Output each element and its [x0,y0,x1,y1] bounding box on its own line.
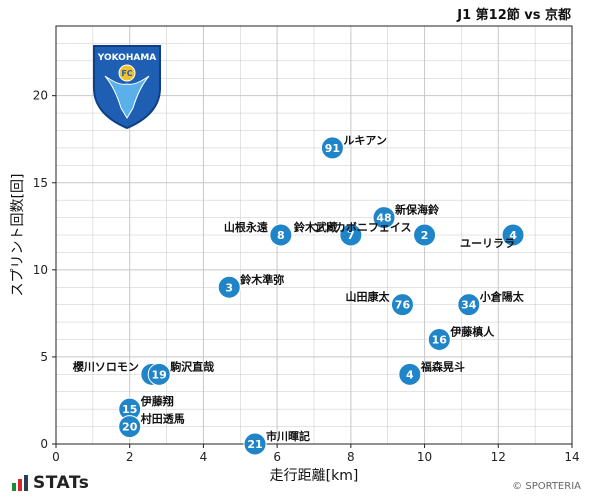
player-point: 8 山根永遠 [224,220,293,247]
player-point-marker [501,223,525,247]
y-tick-label: 10 [33,263,48,277]
player-point-marker [118,415,142,439]
player-point-marker [390,293,414,317]
chart-title: J1 第12節 vs 京都 [457,8,571,23]
team-logo-badge-text: FC [121,69,132,78]
player-number: 16 [432,334,448,347]
player-number: 4 [406,368,414,381]
tick-layer: 0 2 4 6 8 10 12 14 0 5 10 15 20 [33,89,580,464]
y-tick-label: 20 [33,89,48,103]
player-number: 34 [461,299,477,312]
player-number: 91 [325,142,340,155]
player-point: 3 鈴木準弥 [217,272,284,299]
player-number: 15 [122,403,137,416]
player-point-marker [339,223,363,247]
team-logo: YOKOHAMA FC [93,45,161,130]
x-tick-label: 6 [273,450,281,464]
y-tick-label: 5 [40,350,48,364]
player-name-label: 鈴木準弥 [240,272,284,286]
player-name-label: 駒沢直哉 [170,359,214,373]
player-point-marker [413,223,437,247]
stats-logo-text: STATs [33,473,90,493]
player-name-label: 鈴木武蔵 [294,220,338,234]
player-name-label: ンドカボニフェイス [313,220,412,234]
team-logo-badge [118,64,136,82]
x-tick-label: 14 [564,450,579,464]
player-name-label: 村田透馬 [141,412,185,426]
player-number: 8 [277,229,285,242]
player-name-label: 小倉陽太 [479,290,525,304]
y-tick-label: 15 [33,176,48,190]
player-point-marker [217,275,241,299]
player-number: 21 [247,438,262,451]
player-point-marker [147,362,171,386]
team-logo-emblem [104,75,150,119]
player-name-label: ルキアン [343,134,387,147]
player-number: 20 [122,421,138,434]
player-number: 2 [421,229,429,242]
player-name-label: 伊藤翔 [140,394,174,408]
player-number: 19 [152,368,167,381]
player-name-label: 櫻川ソロモン [72,359,139,373]
player-point-marker [243,432,267,456]
x-tick-label: 2 [126,450,134,464]
y-axis-label: スプリント回数[回] [10,174,26,297]
player-name-label: 新保海鈴 [395,203,440,217]
player-number: 4 [509,229,517,242]
x-tick-label: 10 [417,450,432,464]
x-tick-label: 0 [52,450,60,464]
player-point-marker [372,206,396,230]
player-number: 48 [376,212,391,225]
player-name-label: 福森晃斗 [420,359,465,373]
player-number: 76 [395,299,411,312]
player-point: 2 ンドカボニフェイス [313,220,437,247]
x-axis-label: 走行距離[km] [270,467,359,484]
stats-logo-icon [12,475,28,491]
player-point: 76 山田康太 [345,290,414,317]
player-name-label: 伊藤槙人 [449,325,495,339]
points-layer: 91ルキアン48新保海鈴8山根永遠7鈴木武蔵2ンドカボニフェイス4ユーリララ3鈴… [72,134,525,456]
player-point: 4 福森晃斗 [398,359,465,386]
x-tick-label: 4 [200,450,208,464]
player-point-marker [427,328,451,351]
plot-frame [55,25,573,445]
player-point: 21 市川暉記 [243,429,310,456]
player-point-marker [398,362,422,386]
player-point-marker [457,293,481,317]
player-number: 3 [225,281,233,294]
player-point: 48 新保海鈴 [372,203,440,230]
y-tick-label: 0 [40,437,48,451]
copyright: © SPORTERIA [512,481,581,492]
player-point-marker [320,136,344,160]
player-number: 7 [347,229,355,242]
player-name-label: 山根永遠 [224,220,268,234]
x-tick-label: 12 [491,450,506,464]
x-tick-label: 8 [347,450,355,464]
team-logo-text: YOKOHAMA [97,53,157,63]
player-name-label: 市川暉記 [266,429,310,443]
stats-logo: STATs [12,473,89,493]
player-point: 7 鈴木武蔵 [294,220,363,247]
player-name-label: 山田康太 [345,290,390,304]
player-point-marker [269,223,293,247]
player-name-label: ユーリララ [460,237,515,250]
